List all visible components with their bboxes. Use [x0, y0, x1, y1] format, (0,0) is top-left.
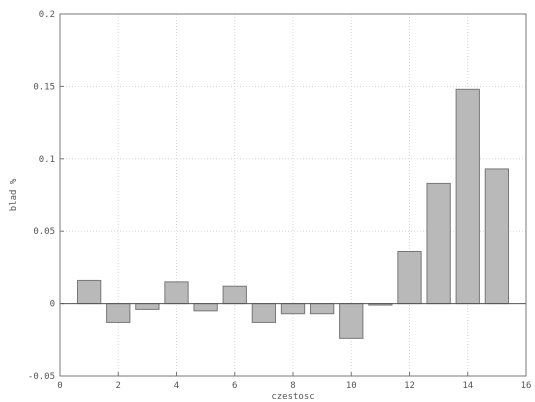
y-tick-label: 0.2	[39, 10, 55, 20]
x-tick-label: 10	[346, 381, 357, 391]
y-tick-label: 0.05	[33, 227, 55, 237]
bar-5	[193, 303, 218, 312]
bars	[76, 88, 510, 339]
bar-6	[222, 285, 247, 305]
bar-9	[309, 303, 335, 315]
bar-12	[397, 250, 422, 305]
bar-8	[280, 303, 306, 315]
bar-7	[251, 303, 277, 323]
x-axis-label: czestosc	[271, 392, 314, 402]
x-tick-label: 6	[232, 381, 237, 391]
x-tick-label: 12	[404, 381, 415, 391]
bar-13	[426, 182, 451, 305]
x-tick-label: 0	[57, 381, 62, 391]
bar-15	[484, 168, 510, 305]
x-tick-label: 8	[290, 381, 295, 391]
y-tick-labels: -0.05 0 0.05 0.1 0.15 0.2	[28, 10, 55, 382]
y-tick-label: 0	[50, 300, 55, 310]
x-tick-label: 14	[462, 381, 473, 391]
y-tick-label: 0.1	[39, 155, 55, 165]
bar-4	[164, 281, 189, 305]
y-tick-label: 0.15	[33, 82, 55, 92]
bar-2	[106, 303, 131, 323]
plot-frame	[59, 13, 527, 377]
x-tick-label: 16	[521, 381, 532, 391]
bar-1	[76, 279, 102, 305]
y-axis-label: blad %	[9, 178, 19, 211]
y-tick-label: -0.05	[28, 372, 55, 382]
bar-3	[135, 303, 160, 310]
bar-10	[339, 303, 364, 339]
x-tick-label: 2	[116, 381, 121, 391]
x-tick-labels: 0 2 4 6 8 10 12 14 16	[57, 381, 531, 391]
x-tick-label: 4	[174, 381, 179, 391]
bar-14	[455, 88, 480, 305]
